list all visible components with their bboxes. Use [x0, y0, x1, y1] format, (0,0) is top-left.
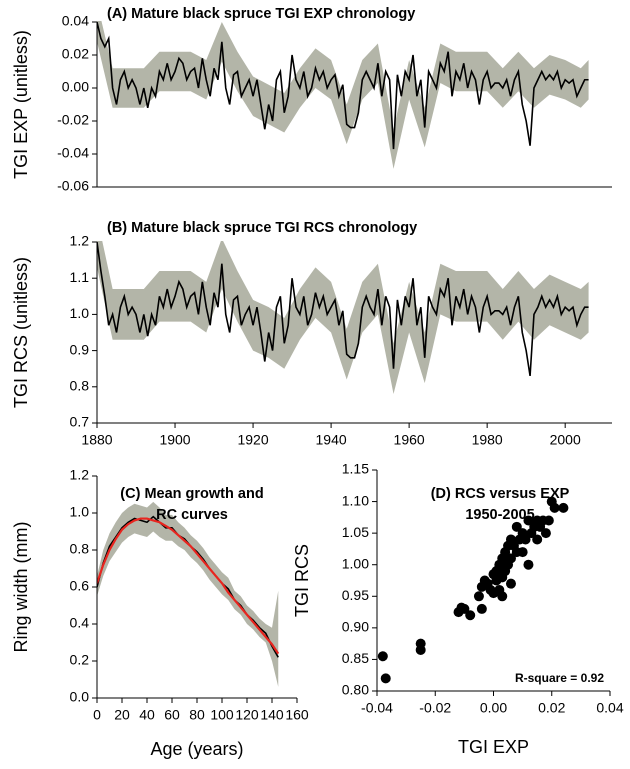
point [543, 515, 554, 526]
y-tick-label: -0.02 [57, 112, 89, 128]
x-tick-label: 2000 [550, 432, 581, 448]
y-tick-label: 0.6 [70, 578, 90, 594]
y-tick-label: 0.7 [70, 414, 90, 430]
x-tick-label: 20 [114, 707, 130, 723]
y-tick-label: 1.0 [70, 504, 90, 520]
y-tick-label: 1.05 [342, 524, 369, 540]
y-tick-label: 0.04 [62, 13, 89, 29]
x-tick-label: 0.00 [480, 700, 507, 716]
y-axis-label: TGI RCS (unitless) [11, 257, 31, 408]
series-line [97, 21, 589, 150]
panel-title: (A) Mature black spruce TGI EXP chronolo… [107, 6, 415, 22]
x-tick-label: 140 [260, 707, 284, 723]
y-tick-label: 0.95 [342, 587, 369, 603]
point [505, 553, 516, 564]
plot-area [97, 21, 589, 169]
point [415, 638, 426, 649]
point [505, 578, 516, 589]
y-tick-label: 0.4 [70, 615, 90, 631]
x-tick-label: 1960 [394, 432, 425, 448]
y-tick-label: 1.1 [70, 269, 90, 285]
point [549, 502, 560, 513]
point [476, 603, 487, 614]
y-tick-label: 0.02 [62, 46, 89, 62]
y-tick-label: 1.10 [342, 492, 369, 508]
point [511, 521, 522, 532]
y-tick-label: 0.85 [342, 650, 369, 666]
annotation: R-square = 0.92 [515, 671, 604, 685]
x-tick-label: 120 [235, 707, 259, 723]
x-tick-label: 160 [285, 707, 309, 723]
panel-title: (B) Mature black spruce TGI RCS chronolo… [107, 220, 417, 236]
x-tick-label: 1880 [81, 432, 112, 448]
x-tick-label: 1900 [159, 432, 190, 448]
series-line [97, 241, 589, 377]
y-tick-label: -0.06 [57, 178, 89, 194]
x-axis-label: Age (years) [150, 739, 243, 759]
y-tick-label: 0.8 [70, 378, 90, 394]
y-tick-label: 0.00 [62, 79, 89, 95]
x-tick-label: 1980 [472, 432, 503, 448]
x-tick-label: 40 [139, 707, 155, 723]
point [380, 673, 391, 684]
x-tick-label: 80 [189, 707, 205, 723]
y-axis-label: Ring width (mm) [11, 521, 31, 652]
point [377, 651, 388, 662]
y-tick-label: 1.00 [342, 555, 369, 571]
point [558, 502, 569, 513]
x-axis-label: TGI EXP [458, 737, 529, 757]
y-tick-label: 0.0 [70, 689, 90, 705]
panel-title: (D) RCS versus EXP [431, 486, 570, 502]
y-tick-label: 0.9 [70, 341, 90, 357]
panel-title: RC curves [156, 507, 228, 523]
x-tick-label: 0 [93, 707, 101, 723]
point [520, 534, 531, 545]
panel-title: 1950-2005 [465, 507, 534, 523]
x-tick-label: 1920 [237, 432, 268, 448]
y-tick-label: -0.04 [57, 145, 89, 161]
y-tick-label: 0.2 [70, 652, 90, 668]
y-axis-label: TGI RCS [292, 544, 312, 617]
point [532, 534, 543, 545]
point [459, 603, 470, 614]
x-tick-label: 60 [164, 707, 180, 723]
point [497, 591, 508, 602]
plot-area [97, 501, 280, 687]
point [465, 610, 476, 621]
y-tick-label: 1.2 [70, 467, 90, 483]
x-tick-label: -0.02 [419, 700, 451, 716]
y-tick-label: 0.90 [342, 619, 369, 635]
series-line [97, 517, 280, 655]
y-tick-label: 0.80 [342, 682, 369, 698]
panel-title: (C) Mean growth and [120, 486, 263, 502]
plot-area [97, 241, 589, 395]
x-tick-label: 0.02 [538, 700, 565, 716]
point [523, 515, 534, 526]
point [523, 559, 534, 570]
y-axis-label: TGI EXP (unitless) [11, 30, 31, 179]
y-tick-label: 1.15 [342, 461, 369, 477]
point [540, 528, 551, 539]
point [517, 547, 528, 558]
point [473, 591, 484, 602]
x-tick-label: 100 [210, 707, 234, 723]
y-tick-label: 0.8 [70, 541, 90, 557]
x-tick-label: 1940 [316, 432, 347, 448]
y-tick-label: 1.2 [70, 233, 90, 249]
x-tick-label: 0.04 [596, 700, 623, 716]
x-tick-label: -0.04 [361, 700, 393, 716]
confidence-band [97, 501, 279, 687]
y-tick-label: 1.0 [70, 305, 90, 321]
